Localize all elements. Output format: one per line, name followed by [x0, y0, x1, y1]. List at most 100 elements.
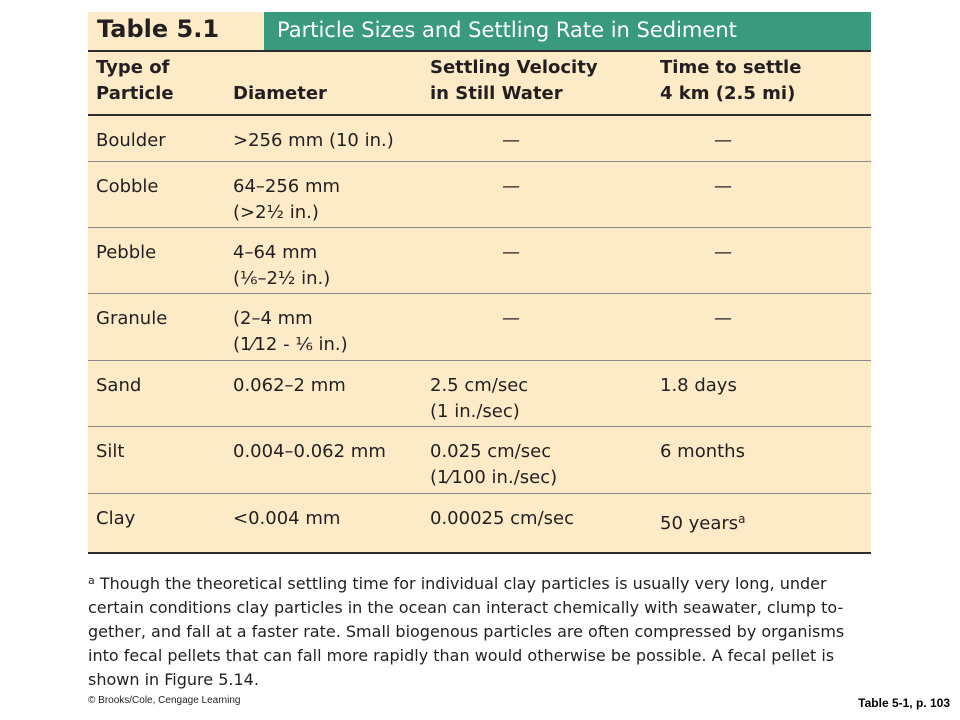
cell-particle-type: Pebble — [96, 240, 156, 266]
footnote-text: Though the theoretical settling time for… — [99, 574, 827, 593]
footnote-line: a Though the theoretical settling time f… — [88, 569, 868, 596]
cell-text: — — [502, 242, 520, 263]
header-line: 4 km (2.5 mi) — [660, 83, 796, 104]
cell-text: >256 mm (10 in.) — [233, 130, 394, 151]
cell-text: 0.025 cm/sec — [430, 441, 552, 462]
cell-text: Sand — [96, 375, 142, 396]
copyright-notice: © Brooks/Cole, Cengage Learning — [88, 695, 241, 706]
row-divider — [88, 426, 871, 427]
cell-text: (1⁄100 in./sec) — [430, 467, 558, 488]
cell-settling-velocity: 0.025 cm/sec (1⁄100 in./sec) — [430, 439, 557, 491]
cell-diameter: 64–256 mm (>2½ in.) — [233, 174, 340, 226]
table-label: Table 5.1 — [97, 15, 220, 43]
footnote-line: shown in Figure 5.14. — [88, 670, 259, 689]
cell-particle-type: Clay — [96, 506, 135, 532]
header-rule — [88, 114, 871, 116]
cell-text: Clay — [96, 508, 136, 529]
cell-diameter: (2–4 mm (1⁄12 - ⅙ in.) — [233, 306, 348, 358]
cell-particle-type: Sand — [96, 373, 141, 399]
cell-text: 50 yearsa — [660, 506, 746, 537]
cell-text: — — [714, 130, 732, 151]
cell-text: 0.004–0.062 mm — [233, 441, 386, 462]
table-label-box: Table 5.1 — [88, 12, 262, 50]
cell-text: — — [502, 308, 520, 329]
cell-text: 1.8 days — [660, 375, 737, 396]
cell-text: 64–256 mm — [233, 176, 341, 197]
cell-text: (>2½ in.) — [233, 202, 319, 223]
cell-text: — — [502, 176, 520, 197]
cell-text: Boulder — [96, 130, 166, 151]
table-row-clay: Clay <0.004 mm 0.00025 cm/sec 50 yearsa — [88, 494, 871, 550]
header-line: in Still Water — [430, 83, 563, 104]
cell-text: 0.062–2 mm — [233, 375, 346, 396]
cell-time-to-settle: — — [660, 174, 732, 200]
row-divider — [88, 227, 871, 228]
header-line: Settling Velocity — [430, 57, 598, 78]
cell-text: — — [502, 130, 520, 151]
cell-time-to-settle: 1.8 days — [660, 373, 737, 399]
cell-settling-velocity: 0.00025 cm/sec — [430, 506, 574, 532]
cell-diameter: 0.004–0.062 mm — [233, 439, 386, 465]
header-line: Particle — [96, 83, 174, 104]
cell-text: 2.5 cm/sec — [430, 375, 529, 396]
cell-text: 6 months — [660, 441, 745, 462]
header-diameter: Diameter — [233, 81, 327, 107]
footnote-mark: a — [738, 512, 746, 526]
cell-time-to-settle: 6 months — [660, 439, 745, 465]
time-value: 50 years — [660, 513, 739, 534]
cell-settling-velocity: — — [430, 306, 520, 332]
source-reference: Table 5-1, p. 103 — [858, 696, 950, 710]
title-rule — [88, 50, 871, 52]
cell-text: Silt — [96, 441, 125, 462]
footnote-line: certain conditions clay particles in the… — [88, 598, 844, 617]
cell-text: 4–64 mm — [233, 242, 318, 263]
cell-text: <0.004 mm — [233, 508, 341, 529]
cell-diameter: <0.004 mm — [233, 506, 340, 532]
cell-text: — — [714, 242, 732, 263]
cell-text: (1 in./sec) — [430, 401, 520, 422]
cell-time-to-settle: — — [660, 306, 732, 332]
row-divider — [88, 360, 871, 361]
table-row-pebble: Pebble 4–64 mm (⅙–2½ in.) — — — [88, 228, 871, 294]
cell-settling-velocity: — — [430, 240, 520, 266]
cell-text: Granule — [96, 308, 168, 329]
cell-text: — — [714, 176, 732, 197]
particle-size-table: Table 5.1 Particle Sizes and Settling Ra… — [88, 12, 871, 554]
cell-text: Cobble — [96, 176, 159, 197]
cell-time-to-settle: — — [660, 240, 732, 266]
footnote-mark: a — [88, 574, 95, 587]
cell-particle-type: Cobble — [96, 174, 159, 200]
header-settling-velocity: Settling Velocity in Still Water — [430, 55, 598, 107]
table-row-silt: Silt 0.004–0.062 mm 0.025 cm/sec (1⁄100 … — [88, 427, 871, 494]
table-row-boulder: Boulder >256 mm (10 in.) — — — [88, 116, 871, 162]
footnote-line: gether, and fall at a faster rate. Small… — [88, 622, 845, 641]
row-divider — [88, 493, 871, 494]
cell-text: (1⁄12 - ⅙ in.) — [233, 334, 348, 355]
cell-text: 0.00025 cm/sec — [430, 508, 574, 529]
header-line: Diameter — [233, 83, 327, 104]
row-divider — [88, 293, 871, 294]
cell-particle-type: Boulder — [96, 128, 166, 154]
cell-particle-type: Silt — [96, 439, 125, 465]
cell-settling-velocity: — — [430, 128, 520, 154]
cell-text: Pebble — [96, 242, 157, 263]
cell-text: (2–4 mm — [233, 308, 313, 329]
table-caption: Particle Sizes and Settling Rate in Sedi… — [277, 18, 737, 42]
header-line: Type of — [96, 57, 170, 78]
table-row-granule: Granule (2–4 mm (1⁄12 - ⅙ in.) — — — [88, 294, 871, 361]
header-particle-type: Type of Particle — [96, 55, 174, 107]
table-footnote: a Though the theoretical settling time f… — [88, 569, 868, 692]
row-divider — [88, 161, 871, 162]
cell-time-to-settle: 50 yearsa — [660, 506, 746, 537]
cell-text: (⅙–2½ in.) — [233, 268, 331, 289]
table-caption-box: Particle Sizes and Settling Rate in Sedi… — [264, 12, 871, 50]
cell-diameter: >256 mm (10 in.) — [233, 128, 394, 154]
header-time-to-settle: Time to settle 4 km (2.5 mi) — [660, 55, 801, 107]
cell-diameter: 4–64 mm (⅙–2½ in.) — [233, 240, 330, 292]
cell-text: — — [714, 308, 732, 329]
cell-settling-velocity: — — [430, 174, 520, 200]
cell-particle-type: Granule — [96, 306, 167, 332]
table-row-sand: Sand 0.062–2 mm 2.5 cm/sec (1 in./sec) 1… — [88, 361, 871, 427]
table-title-bar: Table 5.1 Particle Sizes and Settling Ra… — [88, 12, 871, 50]
